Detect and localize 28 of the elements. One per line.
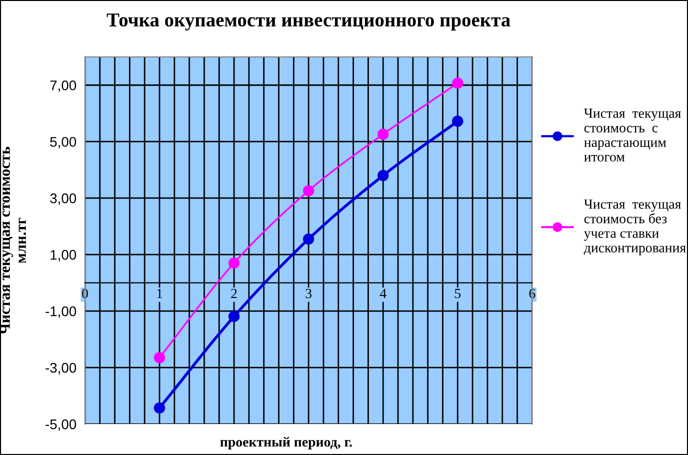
x-tick-label: 0 — [82, 288, 88, 298]
chart-title: Точка окупаемости инвестиционного проекта — [106, 14, 510, 31]
x-tick-label: 3 — [306, 288, 312, 298]
y-tick-label: -5,00 — [46, 419, 76, 431]
point — [154, 352, 166, 364]
point — [154, 402, 166, 414]
point — [377, 170, 389, 182]
point — [452, 116, 464, 127]
point — [302, 233, 314, 245]
x-tick-label: 1 — [157, 288, 162, 298]
x-axis-title: проектный период, г. — [220, 436, 352, 450]
y-tick-label: 1,00 — [50, 250, 76, 262]
x-tick-label: 4 — [380, 288, 386, 298]
x-tick-label: 2 — [231, 288, 237, 298]
y-tick-label: 7,00 — [50, 80, 76, 92]
point — [228, 310, 240, 322]
y-tick-label: 5,00 — [50, 136, 76, 148]
point — [228, 257, 240, 269]
y-axis-title: Чистая текущая стоимость млн.тг — [0, 146, 26, 334]
legend-label: Чистая текущая стоимость с нарастающим итогом — [584, 108, 681, 162]
legend-label: Чистая текущая стоимость без учета ставки дисконтирования — [584, 200, 686, 256]
x-tick-label: 5 — [454, 288, 461, 298]
point — [452, 78, 464, 89]
point — [377, 128, 389, 140]
y-tick-label: 3,00 — [50, 193, 76, 205]
point — [302, 185, 314, 196]
y-tick-label: -3,00 — [46, 362, 76, 374]
y-tick-label: -1,00 — [46, 306, 76, 318]
